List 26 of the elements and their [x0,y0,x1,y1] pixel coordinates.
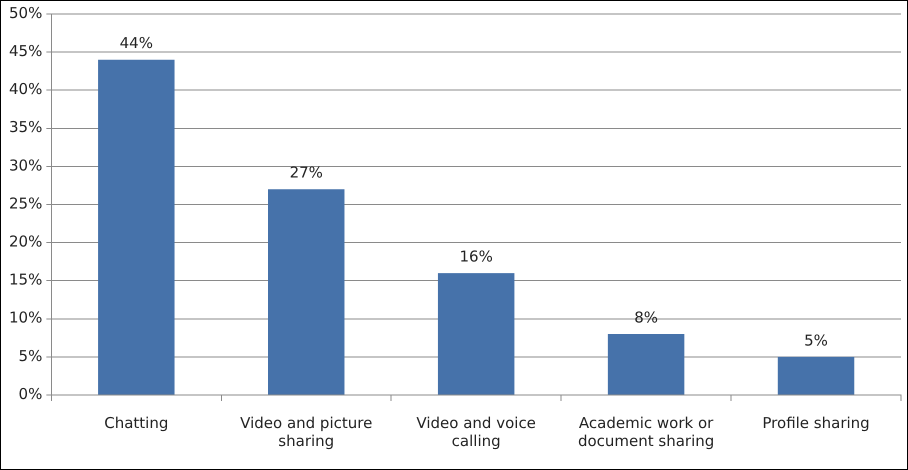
y-tick-label: 45% [8,42,42,60]
data-label: 8% [634,308,658,326]
y-tick-label: 25% [8,194,42,212]
data-label: 44% [120,34,153,52]
y-tick-label: 0% [18,384,42,403]
x-tick-label: Video and voice calling [416,414,536,450]
bar [98,60,175,394]
y-tick-label: 50% [8,4,42,22]
y-tick-label: 5% [18,346,42,365]
bar [778,356,854,394]
y-tick-label: 15% [8,270,42,289]
y-tick-label: 20% [8,232,42,250]
y-tick-label: 35% [8,118,42,136]
x-tick-label: Profile sharing [762,414,870,432]
y-tick-label: 40% [8,80,42,98]
data-label: 16% [460,247,493,266]
bar [608,334,684,394]
y-tick-label: 10% [8,308,42,327]
bar [268,189,344,394]
data-label: 5% [804,331,828,350]
data-label: 27% [290,164,323,182]
x-tick-label: Chatting [104,414,168,432]
y-tick-label: 30% [8,156,42,174]
x-tick-label: Academic work or document sharing [578,414,714,450]
x-tick-label: Video and picture sharing [240,414,372,450]
bar [438,273,514,394]
